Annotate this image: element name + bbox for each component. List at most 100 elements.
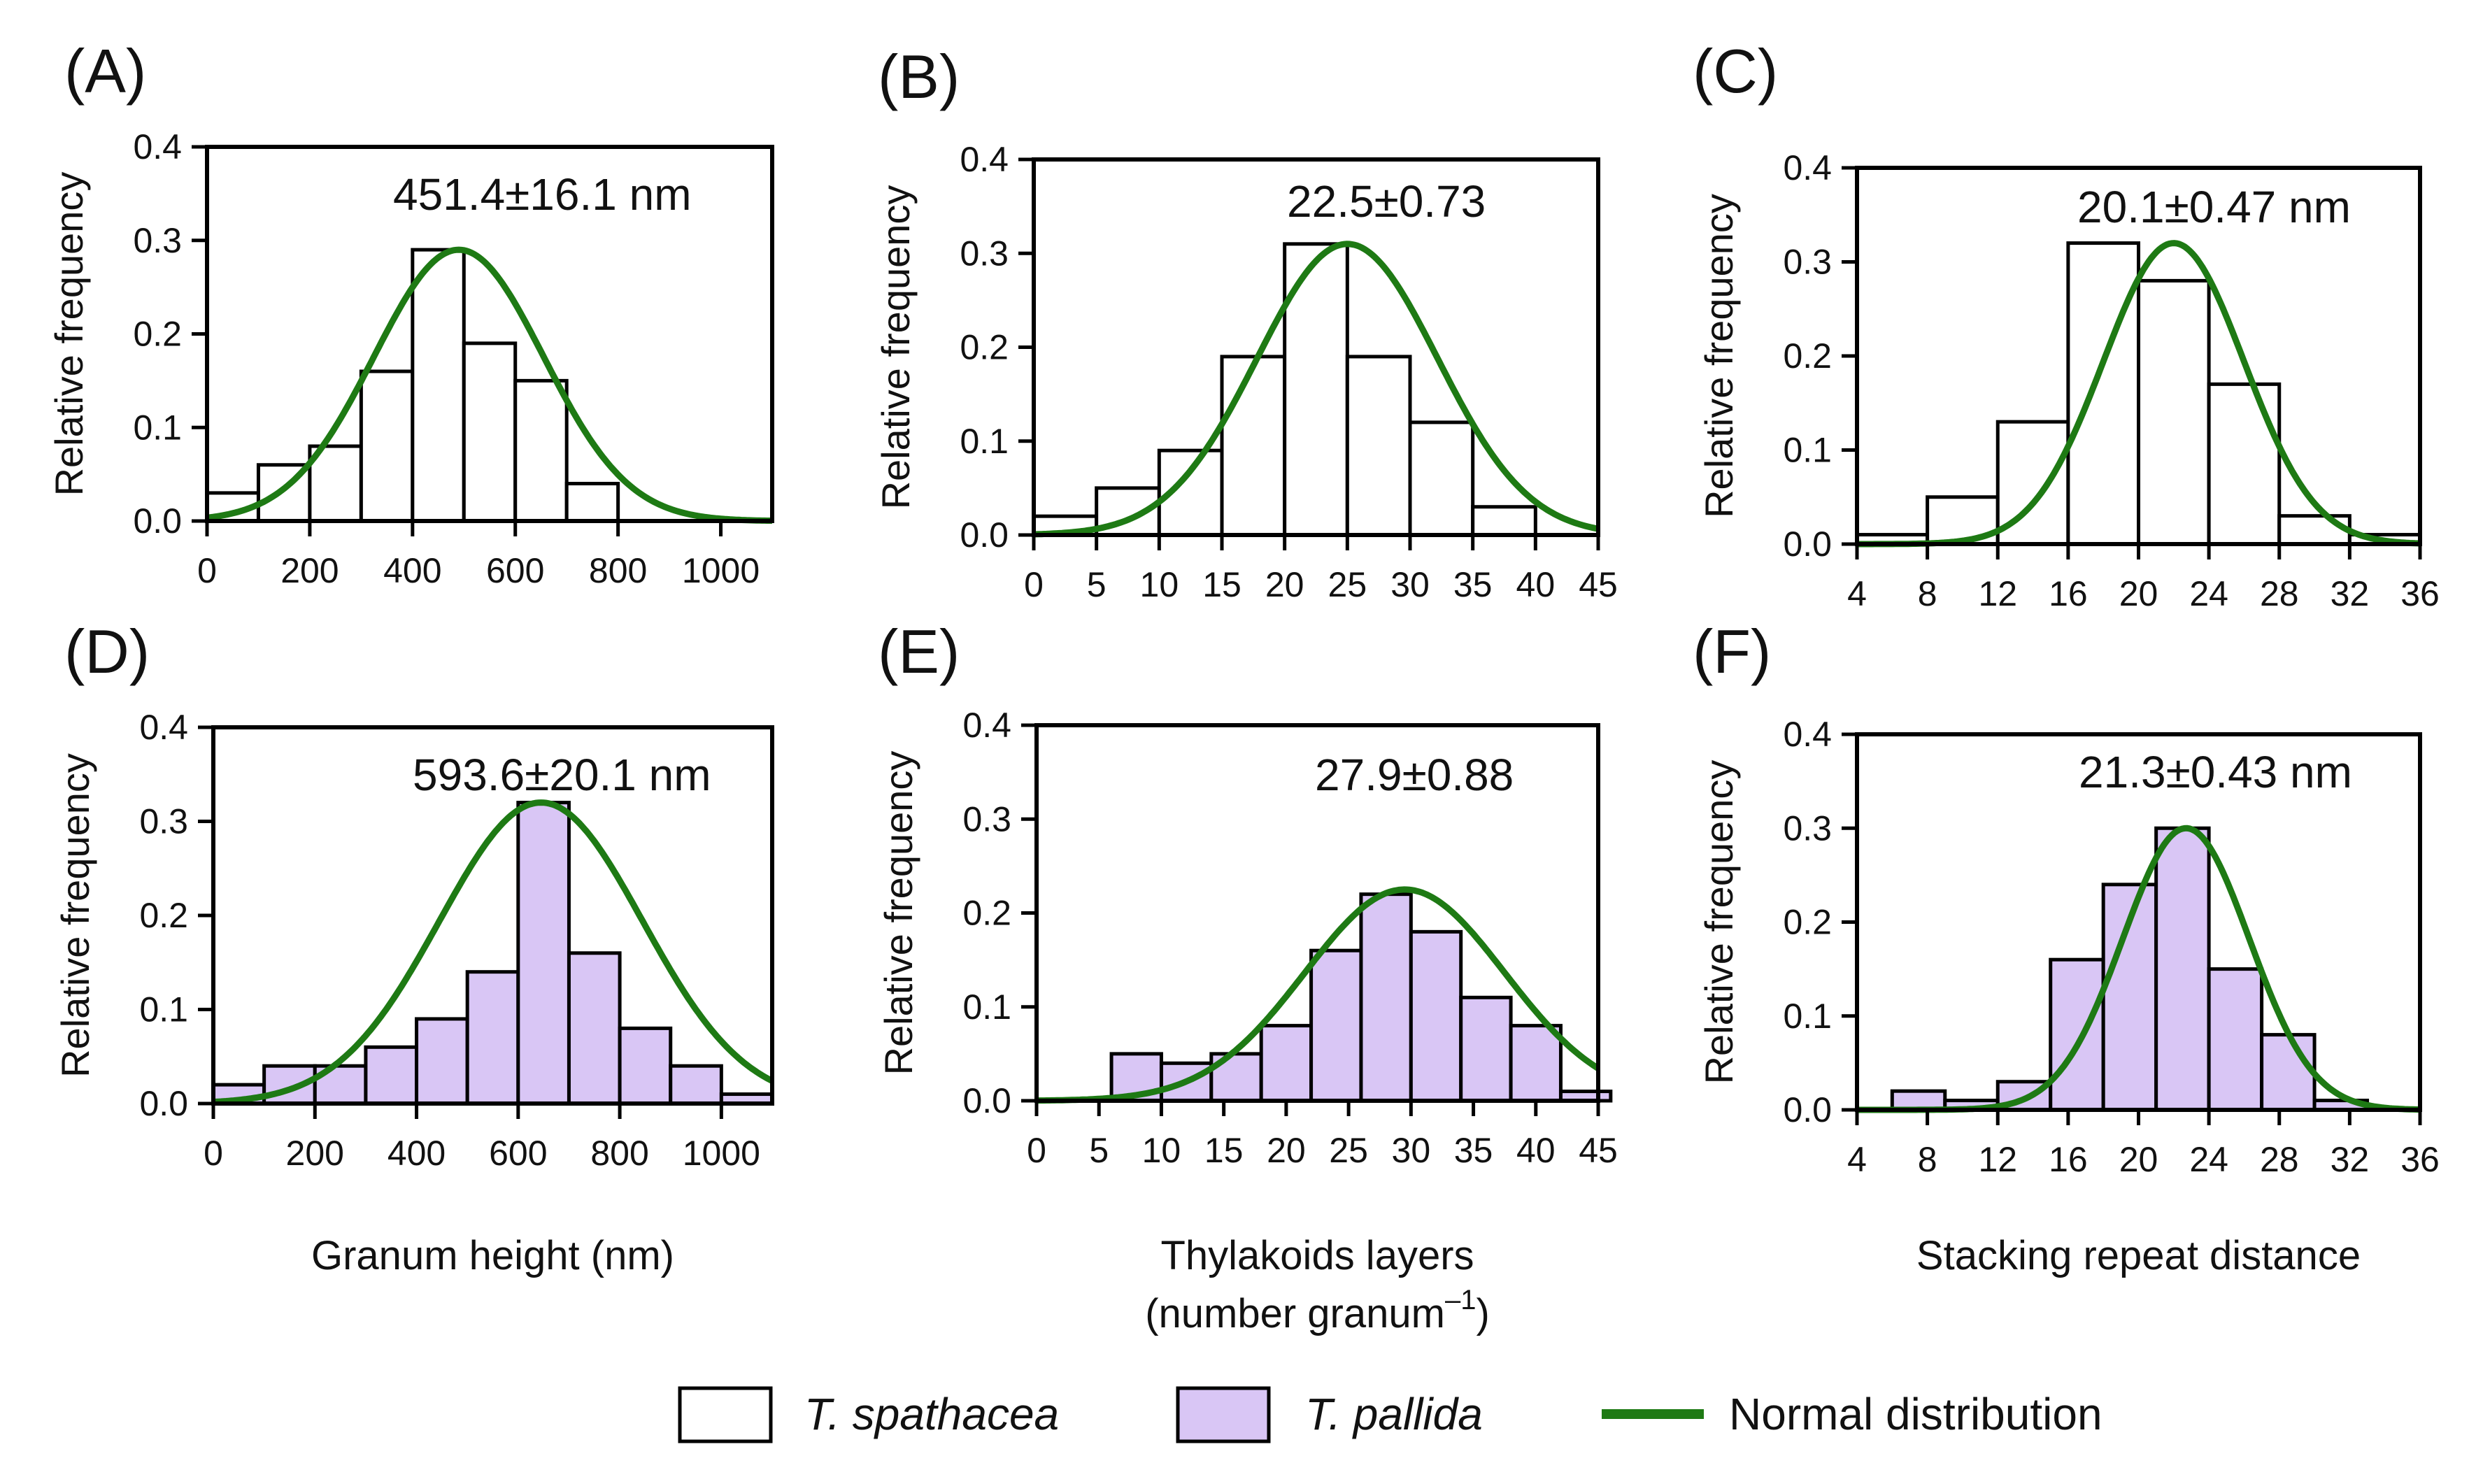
- bar-d-9: [669, 1064, 723, 1106]
- xtick-label: 15: [1204, 1131, 1244, 1170]
- xtick-label: 20: [1265, 565, 1304, 604]
- legend-swatch-pallida: [1176, 1386, 1271, 1443]
- xtick-label: 0: [1027, 1131, 1046, 1170]
- normal-curve-a: [206, 246, 773, 525]
- legend-label-normal: Normal distribution: [1729, 1389, 2102, 1439]
- mean-annotation: 21.3±0.43 nm: [2079, 747, 2352, 797]
- ylabel: Relative frequency: [47, 172, 91, 497]
- bar-b-7: [1471, 505, 1537, 537]
- xtick-label: 4: [1847, 1140, 1867, 1179]
- legend-label-pallida: T. pallida: [1305, 1389, 1483, 1439]
- bar-b-5: [1345, 355, 1412, 537]
- bar-d-5: [465, 970, 520, 1106]
- ytick-label: 0.0: [960, 515, 1009, 555]
- ytick-label: 0.3: [1783, 243, 1832, 282]
- ytick-label: 0.0: [962, 1081, 1011, 1120]
- ytick-label: 0.4: [960, 140, 1009, 179]
- xlabel: Stacking repeat distance: [1916, 1233, 2361, 1278]
- ytick-label: 0.1: [1783, 431, 1832, 470]
- ytick-label: 0.1: [962, 987, 1011, 1027]
- xtick-label: 4: [1847, 574, 1867, 613]
- xtick-label: 0: [197, 551, 217, 590]
- xtick-label: 10: [1140, 565, 1179, 604]
- panel-b: 0.0 0.1 0.2 0.3 0.4 0 5 10 15 20 25 30 35 40 45 Relativ…: [874, 42, 1618, 604]
- xtick-label: 35: [1454, 1131, 1493, 1170]
- bar-c-5: [2207, 382, 2282, 546]
- bar-f-6: [2207, 967, 2264, 1112]
- xtick-label: 200: [280, 551, 339, 590]
- xtick-label: 28: [2260, 574, 2299, 613]
- bar-b-6: [1408, 420, 1475, 537]
- mean-annotation: 20.1±0.47 nm: [2077, 182, 2351, 232]
- xtick-label: 32: [2331, 1140, 2370, 1179]
- ytick-label: 0.0: [133, 501, 182, 541]
- ytick-label: 0.3: [960, 234, 1009, 273]
- xtick-label: 45: [1579, 1131, 1618, 1170]
- xtick-label: 8: [1918, 1140, 1937, 1179]
- xtick-label: 400: [387, 1134, 446, 1173]
- xlabel-line2: (number granum–1): [1145, 1285, 1490, 1336]
- ylabel: Relative frequency: [876, 751, 920, 1076]
- xtick-label: 600: [489, 1134, 547, 1173]
- ytick-label: 0.3: [133, 221, 182, 260]
- panel-d: 0.0 0.1 0.2 0.3 0.4 0 200 400 600 800 1000 Relative…: [53, 617, 774, 1278]
- ytick-label: 0.2: [1783, 336, 1832, 376]
- xtick-label: 15: [1202, 565, 1241, 604]
- xtick-label: 800: [589, 551, 647, 590]
- bar-c-3: [2066, 241, 2140, 546]
- normal-curve-e: [1036, 886, 1600, 1104]
- ytick-label: 0.1: [1783, 997, 1832, 1036]
- mean-annotation: 22.5±0.73: [1287, 176, 1486, 227]
- bar-a-4: [411, 248, 466, 523]
- ytick-label: 0.4: [139, 708, 188, 747]
- panel-e: 0.0 0.1 0.2 0.3 0.4 0 5 10 15 20 25 30 35 40 45 Relativ…: [876, 617, 1618, 1336]
- legend-label-spathacea: T. spathacea: [804, 1389, 1059, 1439]
- panel-label: (F): [1693, 617, 1771, 686]
- xtick-label: 45: [1579, 565, 1618, 604]
- ytick-label: 0.4: [1783, 148, 1832, 187]
- bar-a-5: [462, 341, 518, 523]
- normal-curve-b: [1033, 241, 1599, 538]
- xtick-label: 12: [1978, 574, 2017, 613]
- panel-label: (C): [1693, 36, 1778, 106]
- ylabel: Relative frequency: [874, 185, 918, 510]
- bar-d-7: [567, 951, 622, 1106]
- xtick-label: 30: [1392, 1131, 1431, 1170]
- ytick-label: 0.0: [1783, 1090, 1832, 1129]
- xtick-label: 20: [2119, 1140, 2158, 1179]
- ylabel: Relative frequency: [1697, 760, 1741, 1085]
- mean-annotation: 593.6±20.1 nm: [413, 750, 711, 800]
- xtick-label: 36: [2400, 574, 2440, 613]
- ytick-label: 0.1: [960, 422, 1009, 461]
- xtick-label: 24: [2189, 574, 2228, 613]
- ytick-label: 0.4: [1783, 715, 1832, 754]
- bar-a-7: [564, 482, 620, 523]
- bar-b-3: [1220, 355, 1287, 537]
- xtick-label: 12: [1978, 1140, 2017, 1179]
- bar-e-7: [1459, 995, 1513, 1103]
- bar-f-7: [2260, 1033, 2317, 1112]
- xtick-label: 800: [590, 1134, 648, 1173]
- xtick-label: 36: [2400, 1140, 2440, 1179]
- ytick-label: 0.0: [1783, 525, 1832, 564]
- bar-a-6: [513, 378, 569, 523]
- ytick-label: 0.4: [962, 706, 1011, 745]
- xtick-label: 20: [1267, 1131, 1306, 1170]
- normal-curve-d: [213, 799, 774, 1106]
- bar-e-6: [1409, 929, 1463, 1103]
- bar-d-3: [364, 1045, 419, 1106]
- panel-f: 0.0 0.1 0.2 0.3 0.4 4 8 12 16 20 24 28 32 36 Relative …: [1693, 617, 2440, 1278]
- xtick-label: 35: [1453, 565, 1493, 604]
- xtick-label: 40: [1516, 1131, 1556, 1170]
- bar-e-5: [1359, 892, 1413, 1103]
- bar-c-4: [2137, 278, 2211, 546]
- bar-d-8: [618, 1026, 673, 1106]
- panel-label: (A): [64, 36, 146, 106]
- panel-c: 0.0 0.1 0.2 0.3 0.4 4 8 12 16 20 24 28 32 36 Relative …: [1693, 36, 2440, 613]
- xlabel: Granum height (nm): [311, 1233, 674, 1278]
- xtick-label: 8: [1918, 574, 1937, 613]
- ytick-label: 0.0: [139, 1084, 188, 1123]
- ytick-label: 0.4: [133, 127, 182, 166]
- xtick-label: 28: [2260, 1140, 2299, 1179]
